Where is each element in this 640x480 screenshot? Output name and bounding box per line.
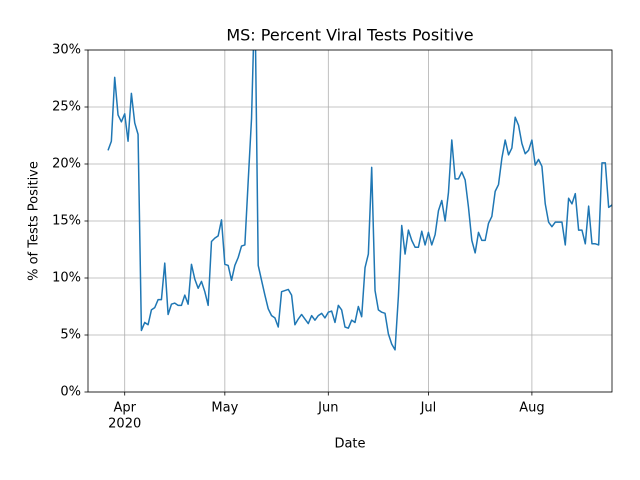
y-tick-label: 10% [52, 271, 81, 286]
x-tick-label: May [211, 401, 238, 416]
x-tick-label: Apr [113, 401, 136, 416]
y-tick-label: 5% [60, 328, 81, 343]
x-tick-sublabel: 2020 [108, 417, 141, 432]
data-line [107, 50, 612, 351]
x-tick-label: Jul [420, 401, 437, 416]
x-tick-label: Aug [519, 401, 544, 416]
x-axis-label: Date [334, 437, 365, 452]
y-tick-label: 30% [52, 43, 81, 58]
plot-frame [87, 49, 613, 393]
y-tick-label: 20% [52, 157, 81, 172]
y-tick-label: 25% [52, 100, 81, 115]
y-tick-label: 0% [60, 385, 81, 400]
y-axis-label: % of Tests Positive [27, 161, 42, 281]
x-tick-label: Jun [317, 401, 338, 416]
y-tick-label: 15% [52, 214, 81, 229]
chart-title: MS: Percent Viral Tests Positive [226, 26, 473, 45]
